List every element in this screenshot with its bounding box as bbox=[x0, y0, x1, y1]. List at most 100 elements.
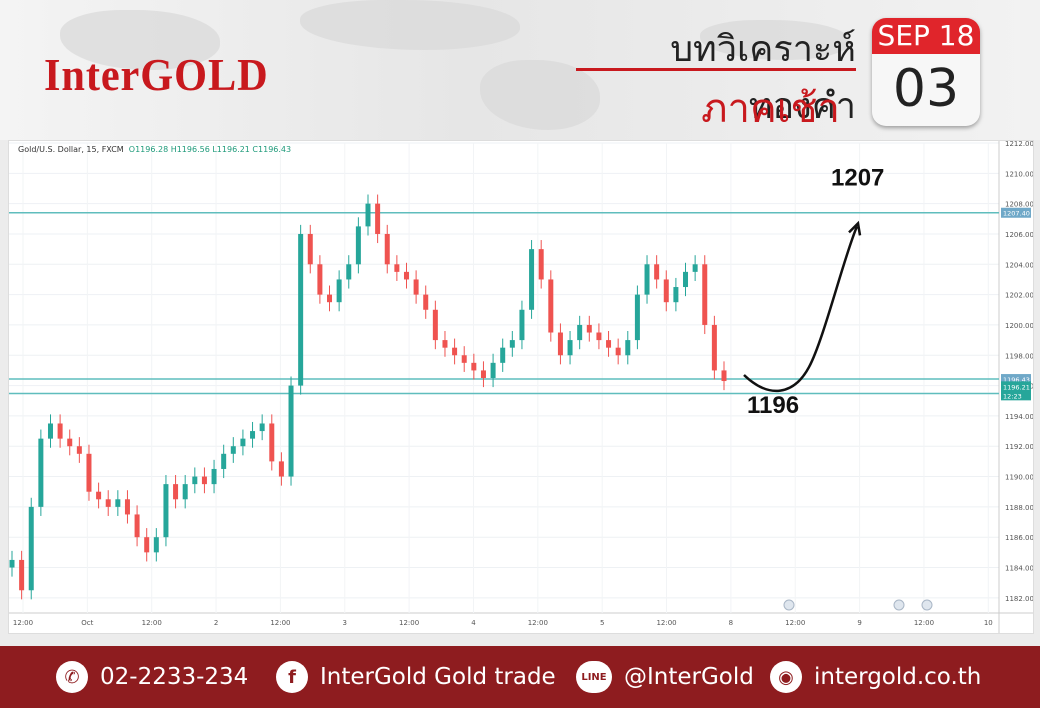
candle-body bbox=[403, 271, 409, 280]
website-url: intergold.co.th bbox=[814, 664, 982, 690]
candle-body bbox=[134, 514, 140, 538]
price-tag-label: 12:23 bbox=[1003, 392, 1022, 400]
candle-body bbox=[250, 431, 256, 439]
candle-body bbox=[346, 264, 352, 280]
candle-body bbox=[711, 324, 717, 371]
candle-body bbox=[500, 347, 506, 363]
candle-body bbox=[538, 249, 544, 280]
y-tick-label: 1204.00 bbox=[1005, 261, 1033, 269]
line-icon: LINE bbox=[576, 661, 612, 693]
candle-body bbox=[596, 332, 602, 341]
x-tick-label: 12:00 bbox=[656, 619, 676, 627]
phone-number: 02-2233-234 bbox=[100, 664, 249, 690]
candle-body bbox=[307, 233, 313, 265]
footer-line[interactable]: LINE @InterGold bbox=[576, 660, 754, 694]
candle-body bbox=[259, 423, 265, 432]
price-tag-label: 1196.21 bbox=[1003, 383, 1030, 391]
candle-body bbox=[606, 340, 612, 348]
candle-body bbox=[634, 294, 640, 341]
x-tick-label: 4 bbox=[471, 619, 476, 627]
x-tick-label: 12:00 bbox=[13, 619, 33, 627]
forecast-arrow bbox=[743, 225, 859, 392]
candle-body bbox=[557, 332, 563, 356]
level-tag bbox=[1001, 207, 1031, 218]
candle-body bbox=[57, 423, 63, 439]
candle-body bbox=[211, 468, 217, 485]
event-flag-icon bbox=[893, 599, 905, 611]
price-tag bbox=[1001, 381, 1031, 392]
candle-body bbox=[278, 461, 284, 477]
candle-body bbox=[442, 340, 448, 348]
candle-body bbox=[365, 203, 371, 227]
candle-body bbox=[625, 340, 631, 356]
candle-body bbox=[86, 453, 92, 492]
x-tick-label: 12:00 bbox=[785, 619, 805, 627]
candle-body bbox=[480, 370, 486, 378]
candle-body bbox=[673, 287, 679, 303]
y-tick-label: 1194.00 bbox=[1005, 413, 1033, 421]
x-tick-label: 10 bbox=[984, 619, 993, 627]
candle-body bbox=[509, 340, 515, 348]
annotation-1207: 1207 bbox=[831, 164, 884, 191]
candle-body bbox=[683, 271, 689, 288]
calendar-day: 03 bbox=[892, 59, 960, 119]
y-tick-label: 1186.00 bbox=[1005, 534, 1033, 542]
candle-body bbox=[105, 499, 111, 507]
candle-body bbox=[692, 264, 698, 272]
candle-body bbox=[19, 559, 25, 591]
y-tick-label: 1182.00 bbox=[1005, 595, 1033, 603]
level-tag-label: 1207.40 bbox=[1003, 210, 1030, 218]
candle-body bbox=[221, 453, 227, 469]
y-tick-label: 1184.00 bbox=[1005, 565, 1033, 573]
page-title: บทวิเคราะห์ทองคำ bbox=[670, 29, 856, 127]
y-tick-label: 1190.00 bbox=[1005, 474, 1033, 482]
footer-bar: ✆ 02-2233-234 f InterGold Gold trade LIN… bbox=[0, 646, 1040, 708]
candle-body bbox=[38, 438, 44, 507]
price-chart: 1212.00 1210.00 1208.00 1206.00 1204.00 1202.… bbox=[8, 140, 1034, 634]
candle-body bbox=[471, 362, 477, 371]
candle-body bbox=[336, 279, 342, 303]
candle-body bbox=[432, 309, 438, 341]
candle-body bbox=[461, 355, 467, 363]
candle-body bbox=[375, 203, 381, 234]
event-flag-icon bbox=[921, 599, 933, 611]
y-tick-label: 1206.00 bbox=[1005, 231, 1033, 239]
candle-body bbox=[721, 370, 727, 382]
candle-body bbox=[663, 279, 669, 303]
y-tick-label: 1202.00 bbox=[1005, 292, 1033, 300]
facebook-name: InterGold Gold trade bbox=[320, 664, 556, 690]
footer-phone[interactable]: ✆ 02-2233-234 bbox=[56, 660, 248, 694]
candle-body bbox=[115, 499, 121, 507]
chart-svg: 1212.00 1210.00 1208.00 1206.00 1204.00 1202.… bbox=[9, 141, 1033, 633]
line-id: @InterGold bbox=[624, 664, 754, 690]
candle-body bbox=[230, 446, 236, 454]
candle-body bbox=[327, 294, 333, 303]
y-tick-label: 1210.00 bbox=[1005, 170, 1033, 178]
candle-body bbox=[173, 484, 179, 500]
x-tick-label: 12:00 bbox=[914, 619, 934, 627]
footer-facebook[interactable]: f InterGold Gold trade bbox=[276, 660, 556, 694]
candle-body bbox=[67, 438, 73, 447]
candle-body bbox=[577, 324, 583, 341]
calendar-month: SEP 18 bbox=[872, 18, 980, 54]
candle-body bbox=[654, 264, 660, 280]
y-tick-label: 1200.00 bbox=[1005, 322, 1033, 330]
candle-body bbox=[394, 264, 400, 272]
candle-body bbox=[490, 362, 496, 378]
y-tick-label: 1192.00 bbox=[1005, 443, 1033, 451]
candle-body bbox=[615, 347, 621, 356]
page-subtitle: ภาคเช้า bbox=[701, 86, 840, 132]
level-tag-label: 1196.43 bbox=[1003, 376, 1030, 384]
candle-body bbox=[288, 385, 294, 477]
world-map-background bbox=[0, 0, 1040, 140]
footer-website[interactable]: ◉ intergold.co.th bbox=[770, 660, 981, 694]
candle-body bbox=[644, 264, 650, 295]
event-flag-icon bbox=[783, 599, 795, 611]
y-tick-label: 1188.00 bbox=[1005, 504, 1033, 512]
candle-body bbox=[28, 506, 34, 591]
candle-body bbox=[413, 279, 419, 295]
candle-body bbox=[201, 476, 207, 485]
candle-body bbox=[182, 484, 188, 500]
candle-body bbox=[384, 233, 390, 265]
chart-ohlc: O1196.28 H1196.56 L1196.21 C1196.43 bbox=[128, 145, 292, 154]
